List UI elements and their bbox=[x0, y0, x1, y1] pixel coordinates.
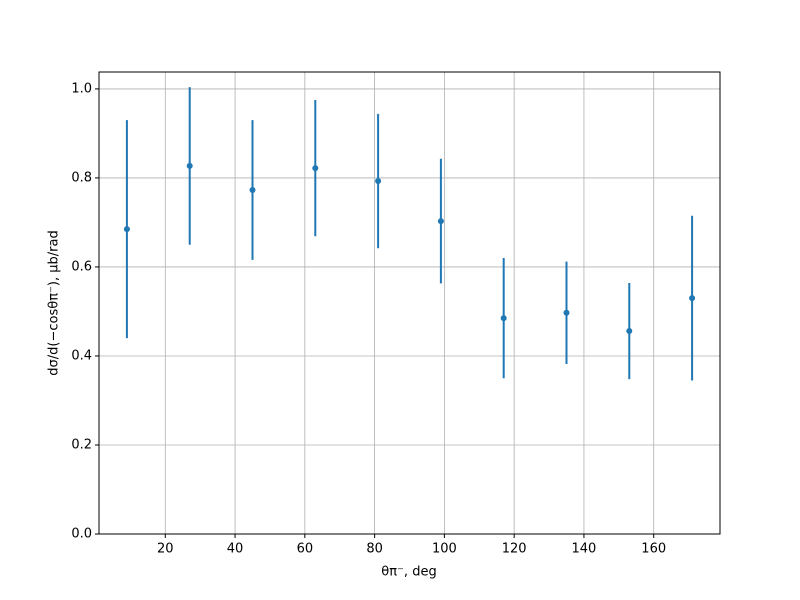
x-tick-label: 120 bbox=[502, 542, 527, 557]
x-axis-label: θπ⁻, deg bbox=[381, 565, 436, 580]
data-point bbox=[626, 328, 633, 335]
x-tick-label: 60 bbox=[297, 542, 314, 557]
data-point bbox=[500, 315, 507, 322]
x-tick-label: 40 bbox=[227, 542, 244, 557]
data-point bbox=[312, 165, 319, 172]
x-tick-label: 20 bbox=[157, 542, 174, 557]
y-tick-label: 0.0 bbox=[71, 527, 92, 542]
data-point bbox=[375, 178, 382, 185]
y-tick-label: 0.2 bbox=[71, 437, 92, 452]
plot-frame bbox=[98, 71, 721, 535]
data-point bbox=[689, 295, 696, 302]
y-tick-label: 1.0 bbox=[71, 81, 92, 96]
data-point bbox=[437, 218, 444, 225]
x-tick-label: 160 bbox=[641, 542, 666, 557]
data-point bbox=[563, 309, 570, 316]
data-point bbox=[186, 162, 193, 169]
x-tick-label: 100 bbox=[432, 542, 457, 557]
y-tick-label: 0.6 bbox=[71, 259, 92, 274]
y-tick-label: 0.4 bbox=[71, 348, 92, 363]
y-axis-label: dσ/d(−cosθπ⁻), μb/rad bbox=[47, 230, 62, 375]
x-tick-label: 140 bbox=[572, 542, 597, 557]
y-tick-label: 0.8 bbox=[71, 170, 92, 185]
data-point bbox=[123, 226, 130, 233]
data-point bbox=[249, 186, 256, 193]
x-tick-label: 80 bbox=[366, 542, 383, 557]
